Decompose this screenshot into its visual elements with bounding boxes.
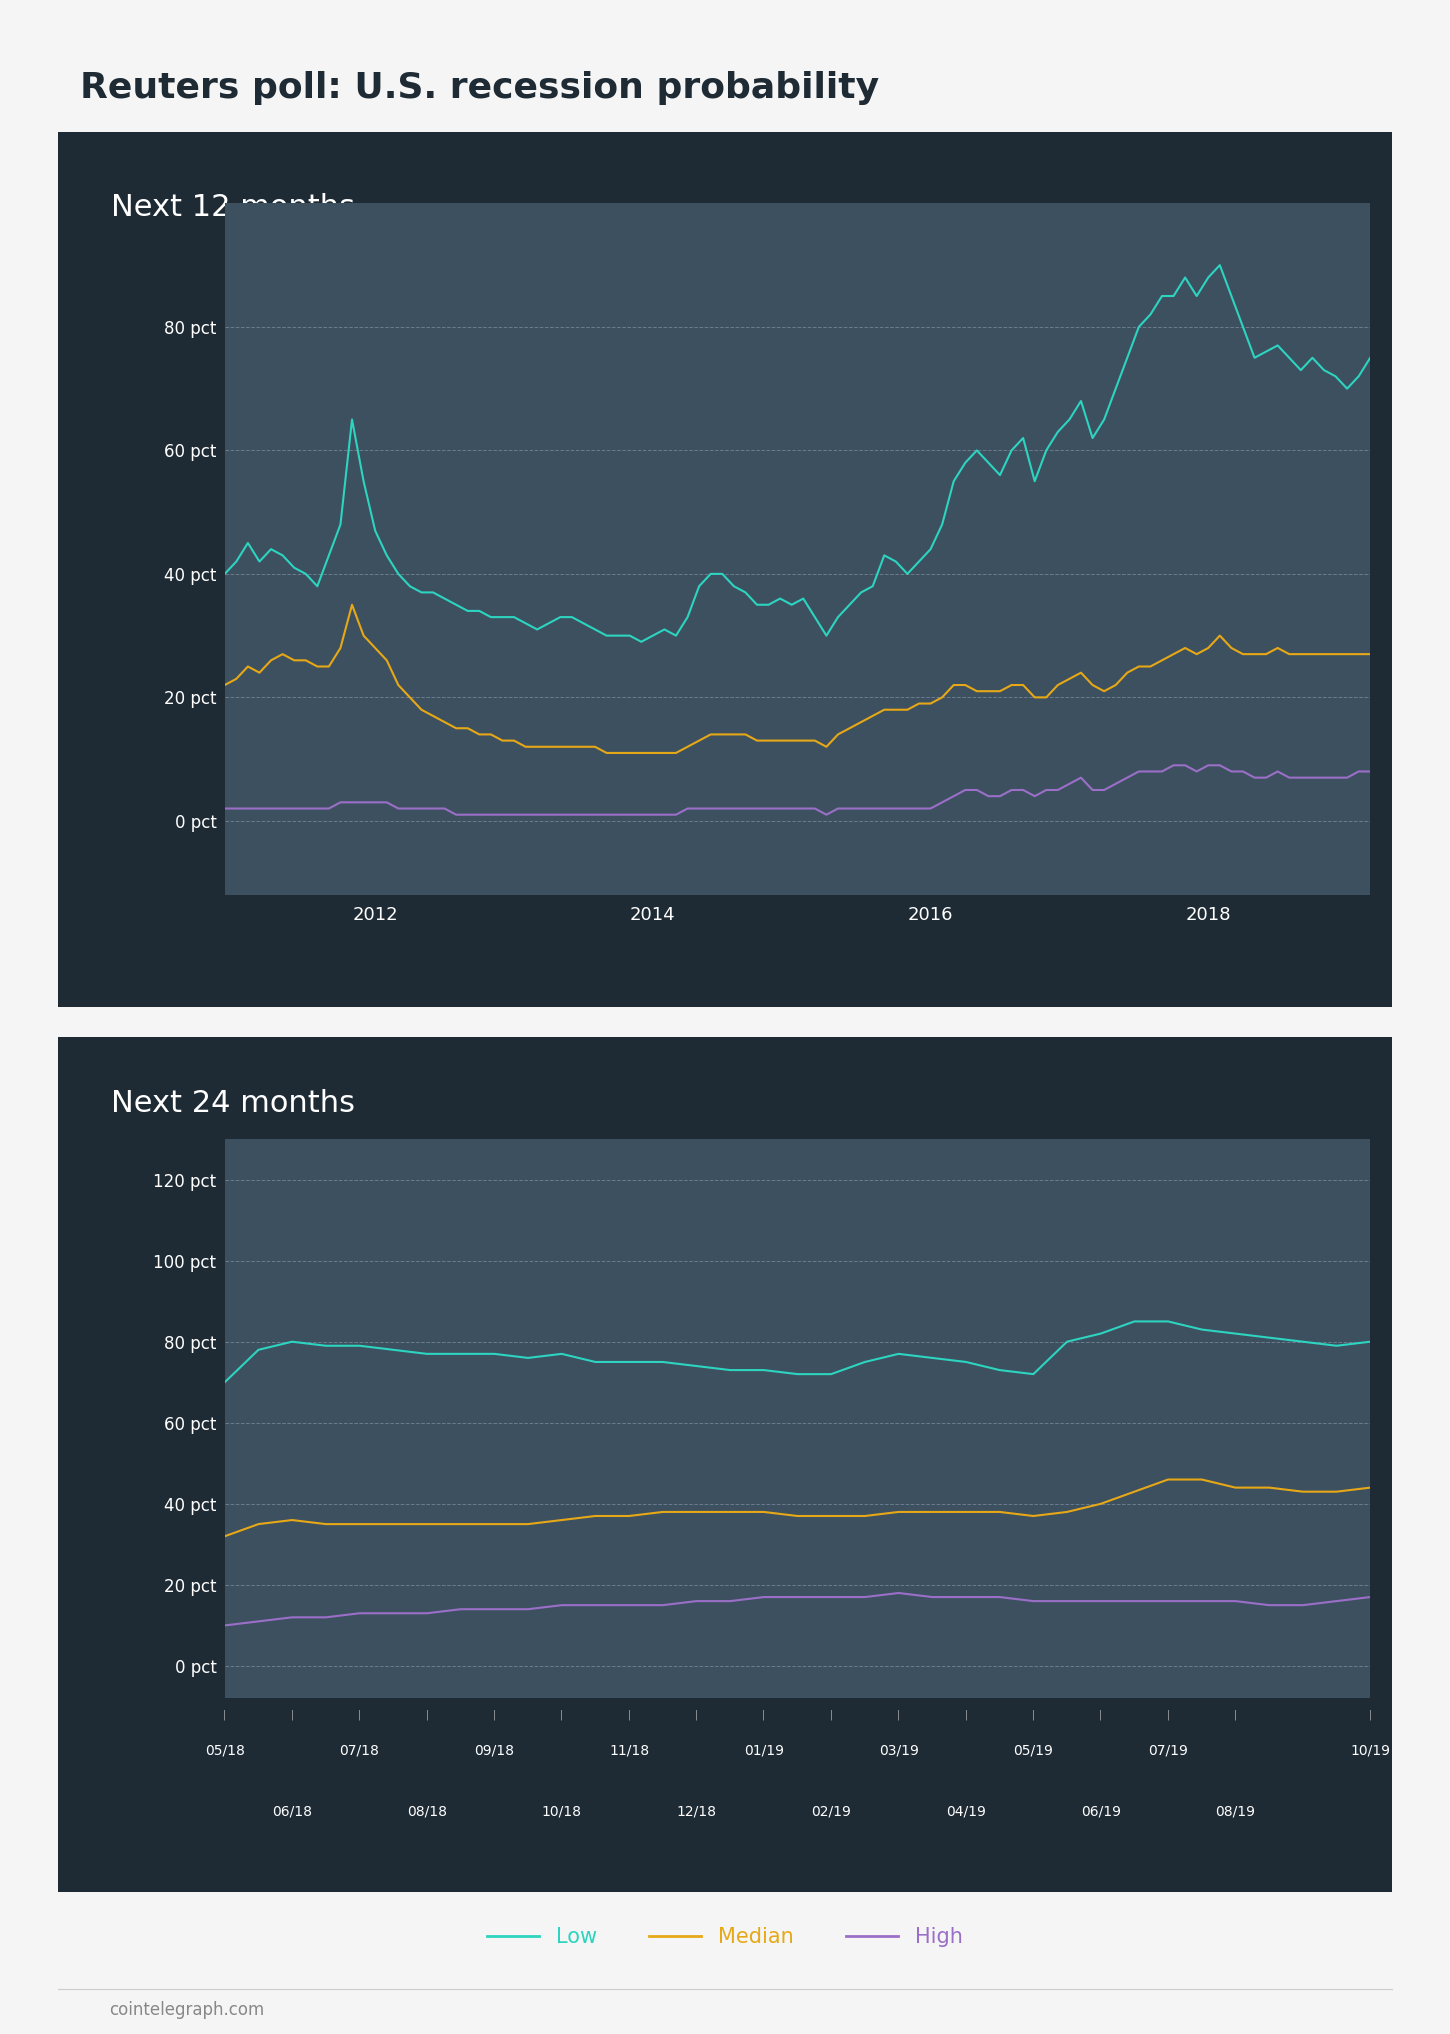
Text: |: | (290, 1709, 294, 1721)
Text: Next 12 months: Next 12 months (112, 193, 355, 222)
Legend: Low, Median, High: Low, Median, High (478, 1918, 972, 1957)
Text: cointelegraph.com: cointelegraph.com (109, 2001, 264, 2018)
Text: |: | (358, 1709, 361, 1721)
Text: Next 24 months: Next 24 months (112, 1088, 355, 1117)
Text: |: | (425, 1709, 429, 1721)
Text: |: | (223, 1709, 226, 1721)
Text: |: | (560, 1709, 563, 1721)
Text: 06/19: 06/19 (1080, 1804, 1121, 1818)
Text: 11/18: 11/18 (609, 1743, 650, 1757)
Text: 02/19: 02/19 (811, 1804, 851, 1818)
Text: 01/19: 01/19 (744, 1743, 784, 1757)
Text: |: | (898, 1709, 900, 1721)
Text: 07/18: 07/18 (339, 1743, 380, 1757)
Text: 08/19: 08/19 (1215, 1804, 1256, 1818)
Text: |: | (695, 1709, 697, 1721)
Text: Reuters poll: U.S. recession probability: Reuters poll: U.S. recession probability (80, 71, 879, 106)
Text: |: | (964, 1709, 967, 1721)
Text: 07/19: 07/19 (1148, 1743, 1188, 1757)
Text: 04/19: 04/19 (945, 1804, 986, 1818)
Text: 05/19: 05/19 (1014, 1743, 1053, 1757)
Text: 03/19: 03/19 (879, 1743, 918, 1757)
Text: |: | (1032, 1709, 1035, 1721)
Text: |: | (1234, 1709, 1237, 1721)
Text: |: | (493, 1709, 496, 1721)
Text: |: | (829, 1709, 832, 1721)
Text: |: | (628, 1709, 631, 1721)
Text: |: | (1099, 1709, 1102, 1721)
Text: |: | (1369, 1709, 1372, 1721)
Text: 10/18: 10/18 (542, 1804, 581, 1818)
Text: 10/19: 10/19 (1350, 1743, 1391, 1757)
Text: |: | (763, 1709, 766, 1721)
Text: 12/18: 12/18 (677, 1804, 716, 1818)
Text: 05/18: 05/18 (204, 1743, 245, 1757)
Text: 09/18: 09/18 (474, 1743, 515, 1757)
Text: 06/18: 06/18 (273, 1804, 312, 1818)
Text: 08/18: 08/18 (407, 1804, 447, 1818)
Text: |: | (1166, 1709, 1170, 1721)
